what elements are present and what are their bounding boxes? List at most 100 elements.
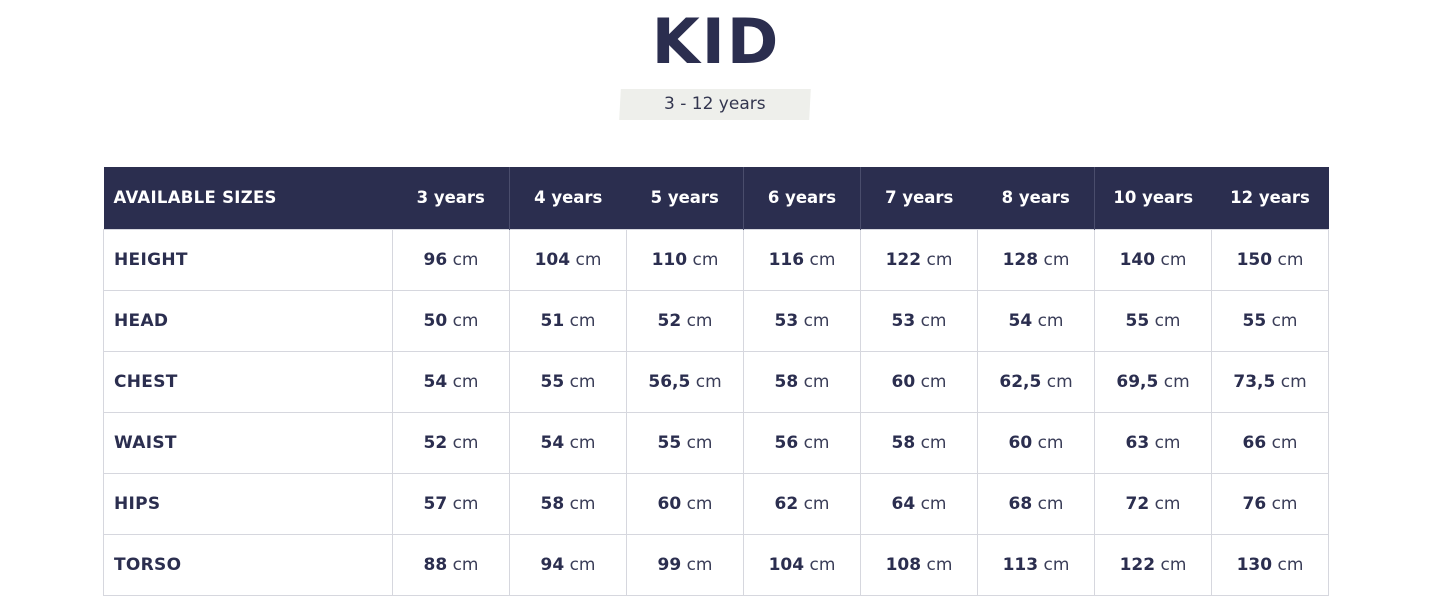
measurement-unit: cm: [1154, 493, 1181, 514]
page-title: KID: [651, 5, 781, 78]
measurement-unit: cm: [1037, 493, 1064, 514]
table-header-row: AVAILABLE SIZES 3 years 4 years 5 years …: [103, 167, 1329, 229]
table-row: CHEST 54 cm 55 cm 56,5 cm 58 cm 60 cm 62,5 cm 6…: [103, 350, 1329, 413]
measurement-unit: cm: [452, 371, 479, 392]
measurement-unit: cm: [1043, 554, 1070, 575]
measurement-unit: cm: [1043, 249, 1070, 270]
measurement-unit: cm: [1163, 371, 1190, 392]
measurement-value: 54: [1008, 310, 1033, 331]
measurement-unit: cm: [569, 493, 596, 514]
measurement-value: 108: [885, 554, 922, 575]
table-row: HIPS 57 cm 58 cm 60 cm 62 cm 64 cm 68 cm 72 cm 7…: [103, 472, 1329, 535]
measurement-unit: cm: [452, 493, 479, 514]
measurement-value: 50: [423, 310, 448, 331]
measurement-unit: cm: [1037, 310, 1064, 331]
measurement-value: 62,5: [999, 371, 1042, 392]
table-cell: 56 cm: [743, 411, 861, 474]
table-cell: 62,5 cm: [977, 350, 1095, 413]
measurement-unit: cm: [686, 310, 713, 331]
measurement-unit: cm: [569, 310, 596, 331]
table-cell: 55 cm: [1211, 289, 1329, 352]
measurement-value: 140: [1119, 249, 1156, 270]
measurement-unit: cm: [686, 554, 713, 575]
measurement-value: 68: [1008, 493, 1033, 514]
measurement-value: 104: [768, 554, 805, 575]
measurement-value: 54: [540, 432, 565, 453]
measurement-unit: cm: [809, 249, 836, 270]
table-cell: 60 cm: [860, 350, 978, 413]
measurement-unit: cm: [686, 493, 713, 514]
row-label: HEAD: [103, 289, 393, 352]
table-cell: 58 cm: [860, 411, 978, 474]
measurement-unit: cm: [803, 493, 830, 514]
table-cell: 104 cm: [743, 533, 861, 596]
table-cell: 54 cm: [392, 350, 510, 413]
measurement-value: 88: [423, 554, 448, 575]
table-row: HEAD 50 cm 51 cm 52 cm 53 cm 53 cm 54 cm 55 cm 5…: [103, 289, 1329, 352]
table-row: TORSO 88 cm 94 cm 99 cm 104 cm 108 cm 113 cm 12…: [103, 533, 1329, 596]
table-cell: 55 cm: [626, 411, 744, 474]
measurement-value: 116: [768, 249, 805, 270]
column-header: 6 years: [743, 167, 861, 229]
measurement-unit: cm: [920, 310, 947, 331]
measurement-unit: cm: [452, 310, 479, 331]
table-cell: 50 cm: [392, 289, 510, 352]
measurement-value: 99: [657, 554, 682, 575]
measurement-value: 94: [540, 554, 565, 575]
table-cell: 66 cm: [1211, 411, 1329, 474]
table-cell: 76 cm: [1211, 472, 1329, 535]
measurement-unit: cm: [575, 249, 602, 270]
measurement-value: 128: [1002, 249, 1039, 270]
measurement-unit: cm: [926, 554, 953, 575]
column-header: 5 years: [626, 167, 744, 229]
table-cell: 150 cm: [1211, 228, 1329, 291]
measurement-unit: cm: [452, 554, 479, 575]
measurement-unit: cm: [803, 310, 830, 331]
table-cell: 55 cm: [1094, 289, 1212, 352]
measurement-value: 53: [891, 310, 916, 331]
table-cell: 58 cm: [743, 350, 861, 413]
column-header: 7 years: [860, 167, 978, 229]
measurement-value: 150: [1236, 249, 1273, 270]
measurement-value: 104: [534, 249, 571, 270]
measurement-value: 69,5: [1116, 371, 1159, 392]
measurement-value: 63: [1125, 432, 1150, 453]
column-header: 8 years: [977, 167, 1095, 229]
measurement-value: 57: [423, 493, 448, 514]
measurement-value: 60: [657, 493, 682, 514]
measurement-unit: cm: [920, 432, 947, 453]
measurement-value: 130: [1236, 554, 1273, 575]
measurement-value: 55: [1125, 310, 1150, 331]
table-cell: 72 cm: [1094, 472, 1212, 535]
table-row: WAIST 52 cm 54 cm 55 cm 56 cm 58 cm 60 cm 63 cm…: [103, 411, 1329, 474]
measurement-unit: cm: [803, 432, 830, 453]
table-cell: 51 cm: [509, 289, 627, 352]
table-cell: 52 cm: [392, 411, 510, 474]
row-label: CHEST: [103, 350, 393, 413]
measurement-value: 122: [885, 249, 922, 270]
table-cell: 128 cm: [977, 228, 1095, 291]
table-cell: 53 cm: [860, 289, 978, 352]
measurement-value: 52: [423, 432, 448, 453]
measurement-unit: cm: [1154, 432, 1181, 453]
table-cell: 54 cm: [977, 289, 1095, 352]
measurement-value: 66: [1242, 432, 1267, 453]
measurement-value: 122: [1119, 554, 1156, 575]
measurement-value: 56: [774, 432, 799, 453]
table-cell: 62 cm: [743, 472, 861, 535]
table-cell: 56,5 cm: [626, 350, 744, 413]
table-cell: 57 cm: [392, 472, 510, 535]
measurement-unit: cm: [569, 432, 596, 453]
table-cell: 69,5 cm: [1094, 350, 1212, 413]
table-cell: 88 cm: [392, 533, 510, 596]
row-label: WAIST: [103, 411, 393, 474]
measurement-value: 52: [657, 310, 682, 331]
table-cell: 104 cm: [509, 228, 627, 291]
measurement-value: 55: [1242, 310, 1267, 331]
measurement-unit: cm: [1277, 554, 1304, 575]
measurement-value: 51: [540, 310, 565, 331]
table-cell: 63 cm: [1094, 411, 1212, 474]
size-chart-table: AVAILABLE SIZES 3 years 4 years 5 years …: [103, 167, 1329, 596]
measurement-unit: cm: [1037, 432, 1064, 453]
measurement-unit: cm: [1271, 493, 1298, 514]
